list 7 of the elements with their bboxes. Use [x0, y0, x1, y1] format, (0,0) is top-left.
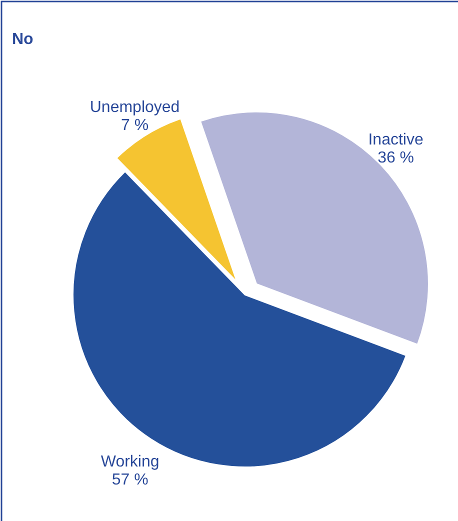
- data-label: 57 %: [112, 472, 148, 489]
- slice-label: Unemployed: [90, 98, 180, 116]
- slice-label: Working: [100, 454, 160, 471]
- chart-title: No: [12, 31, 34, 48]
- data-label: 7 %: [120, 116, 149, 134]
- slice-label: Inactive: [368, 131, 424, 148]
- data-label: 36 %: [378, 149, 414, 166]
